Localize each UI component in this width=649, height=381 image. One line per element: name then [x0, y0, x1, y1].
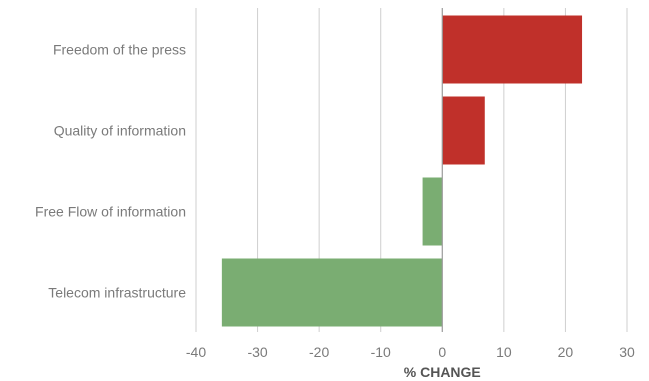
category-labels: Freedom of the press Quality of informati… — [35, 42, 186, 301]
x-axis-title: % CHANGE — [404, 364, 481, 380]
x-tick-label: 30 — [619, 344, 635, 360]
category-label: Freedom of the press — [53, 42, 186, 58]
x-tick-label: -10 — [371, 344, 391, 360]
x-tick-label: 10 — [496, 344, 512, 360]
bar — [422, 177, 443, 246]
x-tick-label: -40 — [186, 344, 206, 360]
category-label: Telecom infrastructure — [48, 285, 186, 301]
x-tick-label: 0 — [438, 344, 446, 360]
bar — [221, 258, 443, 327]
x-tick-labels: -40 -30 -20 -10 0 10 20 30 — [186, 344, 635, 360]
bar — [442, 96, 485, 165]
bar — [442, 15, 583, 84]
bars — [221, 15, 583, 327]
category-label: Free Flow of information — [35, 204, 186, 220]
x-tick-label: -20 — [309, 344, 329, 360]
x-tick-label: 20 — [558, 344, 574, 360]
category-label: Quality of information — [54, 123, 186, 139]
x-tick-label: -30 — [247, 344, 267, 360]
